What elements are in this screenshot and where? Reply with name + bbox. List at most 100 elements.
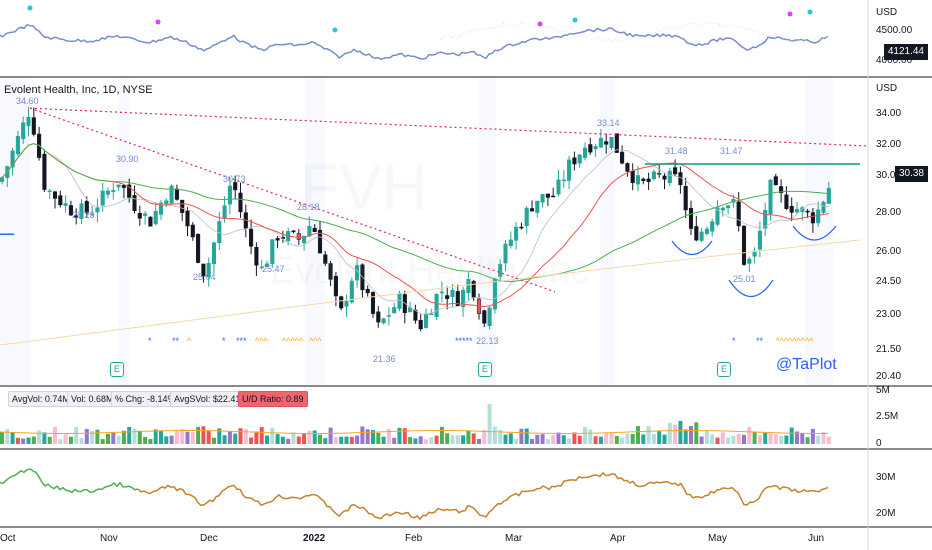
price-tick-0: 34.00 [876, 108, 901, 119]
volume-bar-91 [482, 430, 487, 444]
ma-200 [0, 239, 861, 346]
volume-bar-51 [270, 427, 275, 444]
shoulder-left-arc [671, 240, 713, 256]
volume-bar-1 [5, 429, 10, 444]
candle-body-44 [233, 182, 238, 191]
stat-vol: Vol: 0.68M [67, 391, 118, 407]
candle-body-114 [604, 141, 609, 145]
signal-marker-9: * [732, 336, 736, 346]
volume-bar-121 [641, 434, 646, 444]
candle-body-69 [365, 288, 370, 294]
candle-body-58 [307, 225, 312, 237]
volume-bar-156 [826, 436, 831, 444]
volume-bar-29 [153, 429, 158, 444]
earnings-badge-3[interactable]: E [717, 362, 731, 377]
volume-bar-8 [42, 432, 47, 444]
volume-bar-44 [233, 433, 238, 444]
price-label-11: 31.47 [720, 146, 743, 156]
candle-body-29 [153, 211, 158, 225]
volume-bar-42 [222, 435, 227, 444]
price-label-8: 22.13 [476, 336, 499, 346]
volume-bar-109 [577, 435, 582, 444]
volume-bar-135 [715, 437, 720, 444]
candle-body-64 [339, 296, 344, 309]
candle-body-125 [662, 175, 667, 180]
candle-body-82 [434, 293, 439, 317]
candle-body-86 [455, 291, 460, 307]
volume-tick-1: 2.5M [876, 411, 898, 422]
volume-bar-146 [773, 434, 778, 444]
candle-body-81 [429, 313, 434, 316]
candle-body-38 [201, 263, 206, 277]
candle-body-121 [641, 178, 646, 182]
volume-bar-67 [355, 435, 360, 444]
candle-body-108 [572, 157, 577, 165]
volume-bar-78 [413, 438, 418, 444]
volume-bar-23 [121, 430, 126, 444]
candle-body-98 [519, 226, 524, 229]
candle-body-31 [164, 200, 169, 205]
stat-chg: % Chg: -8.14% [111, 391, 180, 407]
candle-body-21 [111, 190, 116, 192]
volume-bar-15 [79, 437, 84, 444]
resistance-line [29, 107, 869, 147]
volume-bar-79 [418, 436, 423, 444]
candle-body-100 [529, 208, 535, 212]
volume-bar-19 [100, 439, 105, 444]
volume-bar-58 [307, 430, 312, 444]
volume-bar-62 [328, 427, 333, 444]
candle-body-8 [42, 153, 47, 190]
volume-bar-43 [227, 431, 232, 444]
signal-marker-5: ^^^ [255, 336, 268, 346]
candle-body-156 [826, 187, 831, 204]
candle-body-22 [116, 184, 121, 188]
volume-bar-81 [429, 437, 434, 444]
volume-bar-18 [95, 429, 100, 444]
volume-bar-69 [365, 429, 370, 444]
volume-bar-21 [111, 431, 116, 444]
volume-bar-9 [47, 436, 52, 444]
signal-marker-6: ^^^^^ [282, 336, 304, 346]
volume-bar-90 [477, 438, 481, 444]
earnings-badge-2[interactable]: E [478, 362, 492, 377]
volume-bar-59 [312, 430, 317, 444]
candle-body-137 [726, 205, 731, 209]
candle-body-113 [598, 137, 603, 148]
volume-bar-154 [816, 435, 821, 444]
volume-bar-137 [726, 437, 731, 444]
volume-bar-54 [286, 438, 291, 444]
candle-body-96 [508, 239, 513, 246]
volume-bar-95 [503, 434, 508, 444]
price-tick-3: 28.00 [876, 207, 901, 218]
candle-body-106 [561, 179, 566, 182]
volume-bar-120 [636, 426, 640, 444]
volume-bar-41 [217, 428, 222, 444]
volume-bar-85 [450, 435, 455, 444]
chart-title: Evolent Health, Inc, 1D, NYSE [4, 84, 153, 96]
volume-bar-39 [206, 430, 211, 444]
volume-bar-94 [498, 429, 503, 444]
candle-body-104 [551, 195, 556, 198]
volume-bar-141 [747, 426, 752, 444]
ma-21 [1, 143, 829, 308]
candle-body-57 [302, 235, 307, 244]
candle-body-151 [800, 207, 805, 212]
volume-bar-26 [137, 430, 142, 444]
volume-bar-103 [545, 439, 550, 444]
candle-body-140 [741, 225, 747, 265]
candle-body-30 [158, 202, 164, 215]
candle-body-23 [121, 185, 126, 188]
candle-body-55 [291, 230, 296, 233]
price-label-3: 30.73 [223, 174, 246, 184]
candle-body-63 [333, 275, 338, 297]
volume-bar-111 [588, 429, 593, 444]
price-tick-7: 21.50 [876, 344, 901, 355]
volume-bar-2 [10, 432, 15, 444]
candle-body-107 [567, 159, 572, 181]
candle-body-80 [423, 313, 429, 328]
volume-bar-108 [572, 432, 577, 444]
earnings-badge-1[interactable]: E [110, 362, 124, 377]
candle-body-118 [625, 163, 630, 172]
candle-body-2 [10, 150, 15, 168]
candle-body-154 [816, 209, 821, 224]
